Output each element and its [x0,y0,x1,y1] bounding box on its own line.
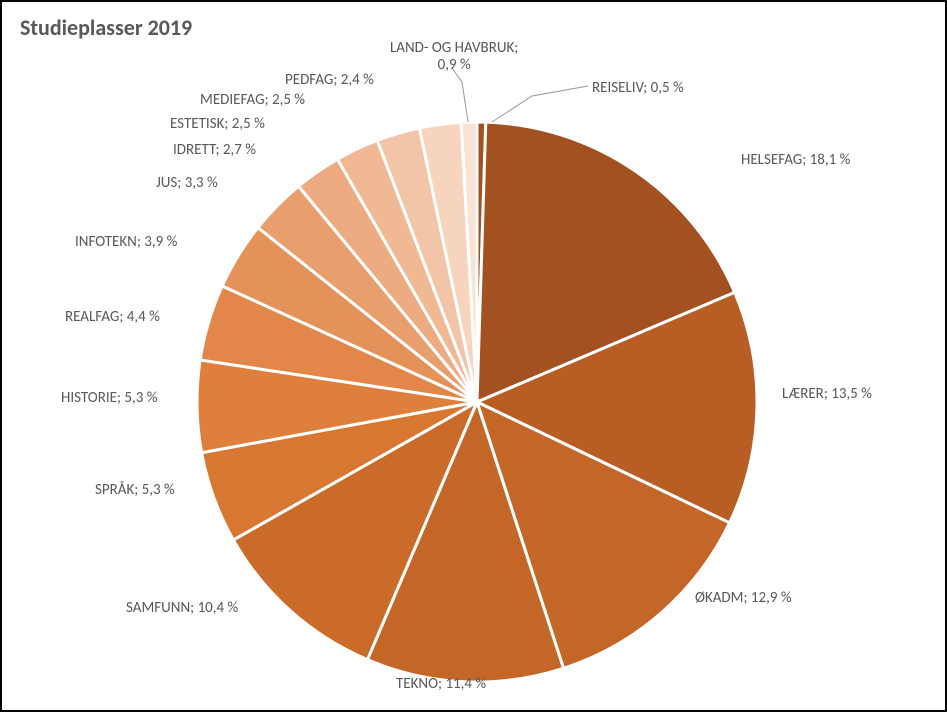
slice-label: SPRÅK; 5,3 % [95,482,175,499]
slice-label: LÆRER; 13,5 % [782,386,872,403]
slice-label: ESTETISK; 2,5 % [170,116,265,133]
slice-label: ØKADM; 12,9 % [695,590,792,607]
slice-label: HELSEFAG; 18,1 % [741,152,850,169]
slice-label: JUS; 3,3 % [156,175,218,192]
slice-label: MEDIEFAG; 2,5 % [200,92,305,109]
slice-label: LAND- OG HAVBRUK; 0,9 % [390,40,518,73]
slice-label: REALFAG; 4,4 % [65,309,160,326]
slice-label: HISTORIE; 5,3 % [61,390,157,407]
slice-label: INFOTEKN; 3,9 % [75,234,177,251]
slice-label: REISELIV; 0,5 % [592,80,684,97]
chart-frame: Studieplasser 2019 REISELIV; 0,5 %HELSEF… [0,0,947,712]
slice-label: PEDFAG; 2,4 % [285,72,374,89]
slice-label: IDRETT; 2,7 % [173,142,256,159]
slice-label: SAMFUNN; 10,4 % [126,600,238,617]
slice-label: TEKNO; 11,4 % [396,676,486,693]
